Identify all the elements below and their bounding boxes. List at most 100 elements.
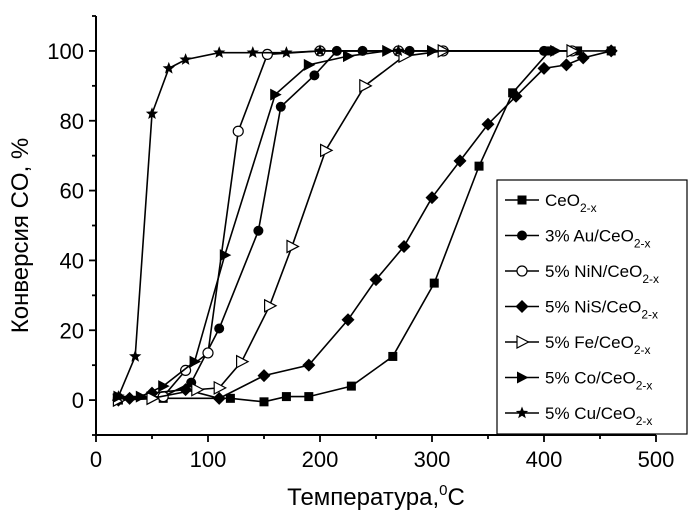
data-point	[219, 249, 232, 262]
series-3	[111, 44, 618, 407]
legend-marker	[516, 335, 530, 349]
data-point	[604, 44, 618, 58]
data-point	[309, 70, 320, 81]
data-point	[213, 46, 226, 58]
axes: 0 100 200 300 400 500 0 20 40 60 80 100	[47, 15, 675, 472]
series-line	[118, 50, 556, 398]
legend-marker	[515, 406, 529, 419]
data-point	[129, 349, 142, 362]
x-tick-label: 100	[190, 447, 227, 472]
data-point	[559, 58, 573, 72]
data-point	[302, 358, 316, 372]
y-axis-title: Конверсия CO, %	[7, 138, 34, 334]
y-tick-label: 60	[60, 179, 84, 204]
x-tick-label: 300	[414, 447, 451, 472]
data-point	[225, 393, 235, 403]
x-tick-label: 200	[302, 447, 339, 472]
data-point	[135, 390, 148, 403]
data-point	[259, 397, 269, 407]
data-point	[576, 51, 590, 65]
legend-marker	[517, 195, 527, 205]
data-point	[369, 273, 383, 287]
data-point	[202, 347, 214, 359]
legend-marker	[516, 265, 528, 277]
data-point	[232, 125, 244, 137]
data-point	[253, 225, 264, 236]
legend-entry: 5% Fe/CeO2-x	[505, 333, 650, 357]
data-point	[392, 44, 405, 57]
data-point	[425, 191, 439, 205]
data-point	[280, 46, 293, 58]
legend-marker	[515, 300, 529, 313]
legend-entry: 5% NiN/CeO2-x	[505, 262, 659, 286]
data-point	[320, 143, 334, 158]
data-point	[236, 354, 250, 369]
data-point	[537, 61, 551, 75]
legend-label: CeO2-x	[545, 191, 597, 215]
x-tick-label: 400	[526, 447, 563, 472]
legend-entry: 5% Co/CeO2-x	[505, 369, 652, 393]
data-point	[453, 154, 467, 168]
legend-marker	[517, 230, 527, 241]
y-tick-label: 40	[60, 248, 84, 273]
legend-entry: CeO2-x	[505, 191, 597, 215]
data-point	[162, 61, 175, 74]
data-point	[303, 58, 316, 71]
data-point	[158, 380, 170, 393]
series-line	[118, 50, 612, 403]
legend: CeO2-x 3% Au/CeO2-x 5% NiN/CeO2-x 5% NiS/Ce…	[496, 179, 688, 435]
data-point	[213, 380, 227, 395]
legend-entry: 5% Cu/CeO2-x	[505, 404, 652, 428]
data-point	[264, 298, 278, 313]
series-line	[117, 50, 399, 397]
data-point	[509, 89, 523, 103]
data-point	[286, 239, 300, 254]
data-point	[313, 44, 327, 57]
series-1	[113, 45, 549, 404]
legend-label: 3% Au/CeO2-x	[545, 227, 651, 251]
data-point	[191, 382, 205, 397]
data-point	[359, 78, 373, 93]
data-point	[257, 369, 271, 383]
y-tick-label: 100	[47, 39, 84, 64]
data-point	[180, 364, 192, 377]
data-point	[189, 355, 202, 368]
data-point	[275, 101, 286, 112]
legend-label: 5% NiS/CeO2-x	[545, 298, 658, 322]
legend-label: 5% NiN/CeO2-x	[545, 262, 659, 286]
x-tick-label: 500	[638, 447, 675, 472]
data-point	[508, 88, 518, 98]
x-axis-title: Температура,0C	[287, 482, 465, 511]
legend-label: 5% Co/CeO2-x	[545, 369, 652, 393]
data-point	[146, 391, 160, 406]
series-line	[118, 50, 572, 401]
legend-entry: 5% NiS/CeO2-x	[505, 298, 658, 322]
data-point	[346, 381, 356, 391]
data-point	[481, 117, 495, 131]
series-5	[113, 44, 562, 403]
data-point	[179, 53, 192, 65]
data-point	[145, 107, 159, 120]
series-line	[118, 50, 544, 400]
y-tick-label: 20	[60, 318, 84, 343]
legend-label: 5% Cu/CeO2-x	[545, 404, 652, 428]
data-point	[123, 391, 137, 405]
data-point	[550, 44, 562, 57]
data-point	[427, 44, 439, 57]
data-point	[246, 46, 259, 58]
data-point	[261, 48, 273, 61]
data-point	[566, 43, 580, 58]
data-point	[304, 392, 314, 402]
data-point	[214, 323, 225, 334]
data-point	[212, 391, 226, 405]
data-point	[343, 50, 355, 63]
data-point	[398, 49, 412, 64]
data-point	[341, 313, 355, 327]
data-point	[281, 392, 291, 402]
series-6	[112, 44, 405, 402]
legend-marker	[517, 371, 529, 384]
y-tick-label: 0	[72, 388, 84, 413]
series-group	[111, 43, 618, 408]
data-point	[474, 161, 484, 171]
